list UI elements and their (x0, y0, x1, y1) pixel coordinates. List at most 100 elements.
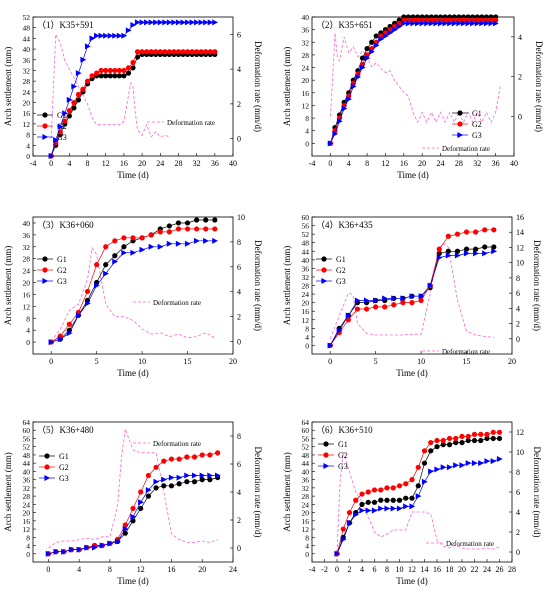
data-point-g1 (66, 113, 72, 119)
data-point-g3 (53, 136, 59, 143)
x-tick-label: 20 (458, 565, 466, 574)
data-point-g1 (465, 437, 471, 444)
data-point-g3 (45, 550, 52, 557)
data-point-g3 (387, 29, 394, 36)
y2-axis-label: Deformation rate (mm/d) (534, 41, 544, 132)
panel-title: （1）K35+591 (37, 20, 94, 30)
y-tick-label: 16 (302, 89, 310, 98)
x-axis-label: Time (d) (117, 170, 148, 180)
data-point-g1 (445, 248, 451, 254)
y2-tick-label: 6 (516, 289, 520, 298)
y-tick-label: 56 (23, 434, 31, 443)
data-point-g2 (116, 67, 122, 74)
data-point-g1 (145, 493, 151, 499)
data-point-g2 (130, 505, 136, 512)
data-point-g2 (400, 300, 406, 306)
data-point-g1 (75, 97, 82, 103)
x-tick-label: 28 (455, 159, 463, 168)
data-point-g1 (421, 460, 428, 466)
data-point-g3 (327, 140, 334, 147)
rate-line (330, 32, 501, 124)
y-tick-label: 40 (23, 45, 31, 54)
data-point-g3 (465, 20, 472, 27)
data-point-g3 (390, 505, 397, 512)
data-point-g2 (175, 226, 182, 232)
data-point-g2 (203, 49, 209, 55)
x-tick-label: 5 (374, 357, 378, 366)
y2-tick-label: 8 (516, 468, 520, 477)
y-tick-label: 44 (23, 459, 31, 468)
data-point-g3 (401, 20, 408, 27)
data-point-g1 (125, 70, 132, 76)
y-tick-label: 48 (302, 451, 310, 460)
data-point-g3 (424, 20, 430, 27)
data-point-g2 (189, 49, 195, 55)
data-point-g3 (48, 153, 55, 159)
data-point-g3 (440, 464, 447, 471)
data-point-g3 (471, 460, 478, 467)
data-point-g1 (194, 217, 200, 223)
data-point-g3 (490, 458, 497, 465)
data-point-g3 (157, 19, 164, 26)
x-tick-label: 12 (137, 565, 145, 574)
data-point-g3 (415, 493, 422, 500)
y-tick-label: 40 (23, 219, 31, 228)
y-tick-label: 12 (23, 120, 31, 129)
data-point-g3 (373, 297, 379, 304)
data-point-g3 (365, 507, 372, 514)
y2-tick-label: 8 (516, 274, 520, 283)
y2-tick-label: 2 (516, 528, 520, 537)
data-point-g3 (340, 536, 347, 543)
data-point-g1 (365, 499, 371, 505)
data-point-g1 (112, 73, 118, 79)
data-point-g3 (474, 20, 481, 27)
y-axis-label: Arch settlement (mm) (3, 452, 13, 531)
data-point-g3 (405, 20, 412, 27)
data-point-g3 (470, 20, 476, 27)
data-point-g3 (447, 20, 453, 27)
data-point-g2 (161, 458, 167, 464)
legend-label-g3: G3 (57, 277, 67, 286)
x-axis-label: Time (d) (117, 368, 148, 378)
data-point-g3 (148, 19, 155, 26)
data-point-g1 (471, 437, 478, 444)
x-tick-label: 6 (373, 565, 377, 574)
x-tick-label: 24 (483, 565, 491, 574)
y-tick-label: 8 (305, 114, 309, 123)
data-point-g2 (121, 235, 127, 241)
data-point-g3 (341, 105, 348, 112)
data-point-g3 (75, 312, 82, 319)
y-tick-label: 8 (26, 533, 30, 542)
data-point-g2 (418, 297, 424, 304)
data-point-g3 (446, 464, 453, 471)
data-point-g2 (421, 448, 428, 454)
data-point-g3 (355, 74, 362, 81)
data-point-g3 (191, 472, 198, 479)
legend-marker (457, 110, 463, 116)
data-point-g3 (437, 20, 444, 27)
data-point-g1 (121, 73, 127, 79)
data-point-g3 (482, 250, 488, 257)
y2-axis-label: Deformation rate (mm/d) (532, 447, 542, 538)
data-point-g3 (139, 19, 146, 26)
x-tick-label: 20 (418, 159, 426, 168)
data-point-g2 (484, 431, 490, 437)
y-tick-label: 40 (302, 467, 310, 476)
y-tick-label: 0 (26, 152, 30, 161)
data-point-g2 (84, 288, 91, 295)
y2-tick-label: 12 (516, 243, 524, 252)
y2-tick-label: 0 (516, 335, 520, 344)
y2-tick-label: 2 (516, 320, 520, 329)
rate-legend-label: Deformation rate (442, 145, 490, 153)
chart-panel-5: 0 4 8 12 16 20 2404812162024283236404448525660… (3, 418, 263, 586)
x-tick-label: 16 (120, 159, 128, 168)
legend-marker (42, 256, 48, 262)
data-point-g3 (175, 240, 182, 247)
data-point-g2 (434, 437, 440, 444)
x-tick-label: 4 (77, 565, 81, 574)
data-point-g3 (334, 550, 341, 557)
data-point-g2 (94, 262, 100, 268)
legend-label-g2: G2 (472, 120, 482, 129)
data-point-g3 (327, 342, 334, 349)
y-tick-label: 44 (302, 247, 310, 256)
